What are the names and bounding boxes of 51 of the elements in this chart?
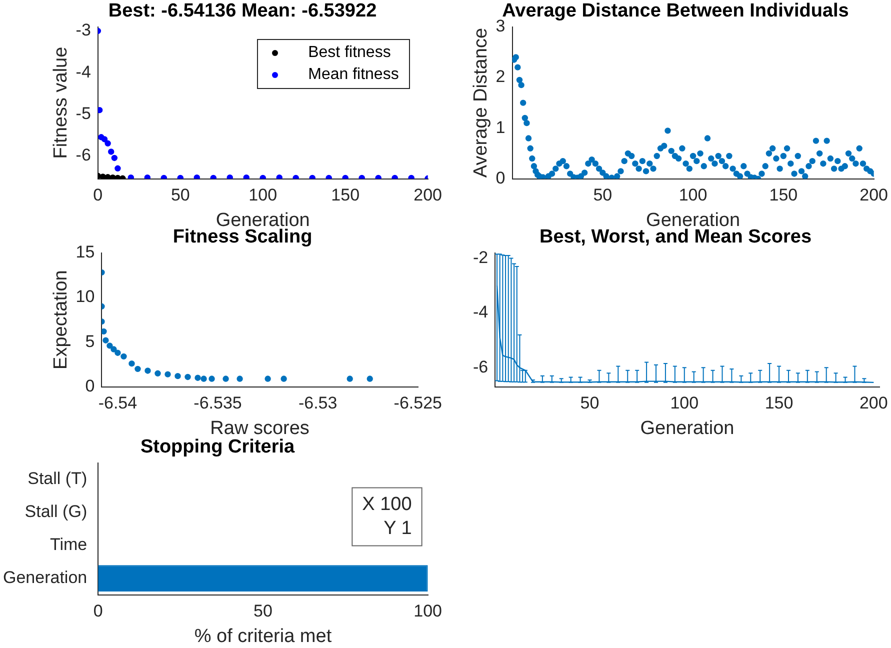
x-tick-label: 100 bbox=[670, 394, 699, 413]
y-tick-label: -4 bbox=[472, 302, 488, 322]
x-tick-label: 50 bbox=[170, 186, 190, 205]
x-tick-label: 150 bbox=[769, 186, 798, 205]
x-tick-label: -6.53 bbox=[298, 394, 338, 413]
x-tick-label: 100 bbox=[414, 602, 442, 621]
y-tick-label: Time bbox=[50, 534, 88, 554]
x-tick-label: -6.54 bbox=[98, 394, 138, 413]
y-tick-label: -6 bbox=[76, 146, 91, 165]
annotation: X 100 bbox=[362, 494, 412, 516]
y-tick-label: 0 bbox=[85, 376, 95, 396]
legend-label: Best fitness bbox=[308, 42, 391, 63]
y-tick-label: 1 bbox=[496, 118, 506, 137]
x-axis-title: Raw scores bbox=[210, 418, 310, 439]
x-tick-label: -6.525 bbox=[394, 394, 442, 413]
annotation: Y 1 bbox=[384, 518, 412, 540]
chart-title: Fitness Scaling bbox=[172, 226, 312, 248]
x-tick-label: 150 bbox=[764, 394, 794, 413]
x-tick-label: 150 bbox=[331, 186, 360, 205]
y-tick-label: 15 bbox=[76, 242, 95, 262]
y-axis-title: Average Distance bbox=[470, 28, 492, 178]
y-tick-label: Stall (T) bbox=[28, 468, 88, 488]
y-tick-label: 2 bbox=[496, 67, 506, 86]
y-tick-label: -6 bbox=[472, 357, 488, 376]
x-tick-label: 50 bbox=[254, 602, 272, 621]
x-tick-label: 200 bbox=[414, 186, 442, 205]
chart-title: Best, Worst, and Mean Scores bbox=[539, 226, 812, 248]
x-tick-label: -6.535 bbox=[194, 394, 242, 413]
y-tick-label: 10 bbox=[76, 287, 95, 306]
y-axis-title: Expectation bbox=[50, 270, 72, 370]
y-tick-label: -4 bbox=[76, 62, 91, 82]
y-tick-label: -3 bbox=[76, 20, 91, 40]
y-axis-title: Fitness value bbox=[50, 46, 72, 159]
y-tick-label: 5 bbox=[85, 332, 95, 351]
x-tick-label: 100 bbox=[248, 186, 278, 205]
x-tick-label: 50 bbox=[593, 186, 612, 205]
y-tick-label: Stall (G) bbox=[24, 502, 88, 521]
y-tick-label: 3 bbox=[496, 16, 506, 36]
x-tick-label: 100 bbox=[678, 186, 708, 205]
chart-title: Best: -6.54136 Mean: -6.53922 bbox=[108, 0, 377, 22]
x-axis-title: Generation bbox=[640, 418, 734, 439]
y-tick-label: 0 bbox=[496, 168, 506, 188]
x-axis-title: % of criteria met bbox=[194, 626, 332, 647]
legend-label: Mean fitness bbox=[308, 64, 399, 85]
x-tick-label: 200 bbox=[860, 186, 888, 205]
y-tick-label: Generation bbox=[2, 568, 88, 587]
chart-title: Stopping Criteria bbox=[140, 436, 295, 458]
x-tick-label: 50 bbox=[580, 394, 600, 413]
x-tick-label: 200 bbox=[859, 394, 888, 413]
y-tick-label: -5 bbox=[76, 104, 91, 123]
y-tick-label: -2 bbox=[472, 248, 488, 267]
